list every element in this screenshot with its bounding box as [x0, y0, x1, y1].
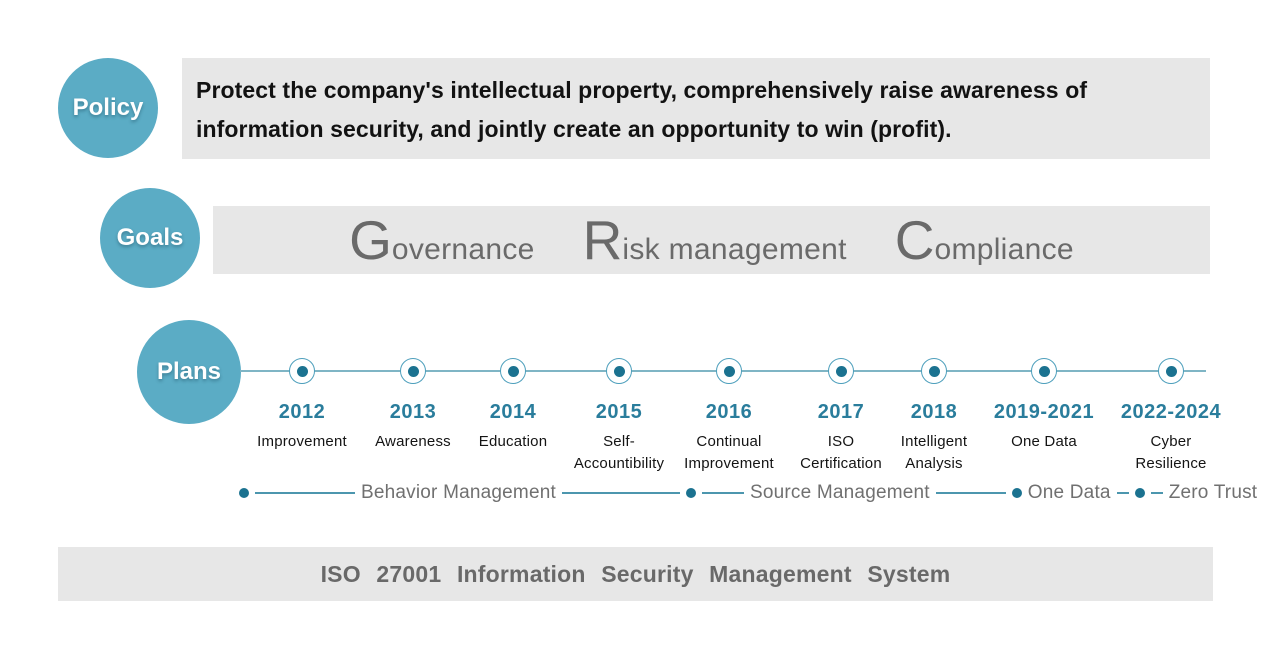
plans-bubble: Plans: [137, 320, 241, 424]
milestone-year: 2019-2021: [993, 401, 1095, 423]
milestone-label: Certification: [800, 455, 882, 472]
milestone: 2013 Awareness: [343, 401, 483, 453]
milestone: 2018 Intelligent Analysis: [864, 401, 1004, 475]
timeline-marker-dot: [507, 365, 519, 377]
goals-bubble-label: Goals: [116, 224, 184, 251]
milestone-label: Awareness: [375, 433, 451, 450]
milestone: 2019-2021 One Data: [974, 401, 1114, 453]
timeline-marker-dot: [928, 365, 940, 377]
milestone-year: 2015: [595, 401, 643, 423]
footer-text: ISO 27001 Information Security Managemen…: [320, 560, 951, 587]
milestone: 2017 ISO Certification: [771, 401, 911, 475]
milestone-label: Analysis: [905, 455, 963, 472]
milestone-label: Improvement: [684, 455, 774, 472]
timeline-marker-ring: [289, 358, 315, 384]
timeline-marker-dot: [1165, 365, 1177, 377]
milestone-label: Resilience: [1135, 455, 1207, 472]
goal-rest-text: overnance: [391, 232, 535, 266]
policy-panel: Protect the company's intellectual prope…: [182, 58, 1210, 159]
timeline-marker-dot: [296, 365, 308, 377]
milestone: 2016 Continual Improvement: [659, 401, 799, 475]
phase-dot: [1011, 488, 1022, 498]
timeline-marker-dot: [613, 365, 625, 377]
goal-rest-text: ompliance: [934, 232, 1074, 266]
goals-bubble: Goals: [100, 188, 200, 288]
timeline-marker-ring: [716, 358, 742, 384]
milestone-label: One Data: [1011, 433, 1077, 450]
policy-statement: Protect the company's intellectual prope…: [196, 77, 1088, 142]
phase-label: Behavior Management: [361, 482, 556, 503]
timeline-marker-dot: [835, 365, 847, 377]
milestone-label: Improvement: [257, 433, 347, 450]
milestone-year: 2013: [389, 401, 437, 423]
milestone-year: 2022-2024: [1120, 401, 1222, 423]
plans-bubble-label: Plans: [156, 358, 222, 385]
timeline-marker-ring: [921, 358, 947, 384]
timeline-marker-dot: [407, 365, 419, 377]
phase-label: One Data: [1027, 482, 1111, 503]
milestone-label: Continual: [696, 433, 762, 450]
timeline-marker-ring: [400, 358, 426, 384]
policy-bubble: Policy: [58, 58, 158, 158]
milestone-year: 2012: [278, 401, 326, 423]
timeline-marker-ring: [1031, 358, 1057, 384]
phases-row: Behavior Management Source Management One …: [239, 481, 1257, 505]
milestone-label: Self-: [603, 433, 635, 450]
milestone-year: 2017: [817, 401, 865, 423]
milestone: 2022-2024 Cyber Resilience: [1101, 401, 1241, 475]
timeline-marker-ring: [606, 358, 632, 384]
phase-connector: [255, 492, 355, 494]
goal-initial-letter: G: [349, 208, 392, 271]
phase-label: Zero Trust: [1168, 482, 1258, 503]
timeline-marker-dot: [1038, 365, 1050, 377]
timeline-marker-ring: [1158, 358, 1184, 384]
milestone-year: 2016: [705, 401, 753, 423]
phase-connector: [701, 492, 744, 494]
phase-connector: [935, 492, 1006, 494]
milestone-label: Education: [478, 433, 548, 450]
goal-initial-letter: R: [582, 208, 623, 271]
milestone-label: ISO: [827, 433, 855, 450]
goal-rest-text: isk management: [622, 232, 847, 266]
phase-label: Source Management: [749, 482, 930, 503]
phase-connector: [1150, 492, 1163, 494]
milestone-year: 2018: [910, 401, 958, 423]
milestone-label: Cyber: [1150, 433, 1192, 450]
timeline-marker-ring: [500, 358, 526, 384]
goal-initial-letter: C: [894, 208, 935, 271]
phase-dot: [1134, 488, 1145, 498]
milestone: 2015 Self- Accountibility: [549, 401, 689, 475]
milestone-year: 2014: [489, 401, 537, 423]
timeline-marker-dot: [723, 365, 735, 377]
footer-bar: ISO 27001 Information Security Managemen…: [58, 547, 1213, 601]
milestone-label: Accountibility: [573, 455, 665, 472]
phase-dot: [685, 488, 696, 498]
milestone-label: Intelligent: [900, 433, 968, 450]
milestone: 2012 Improvement: [232, 401, 372, 453]
policy-bubble-label: Policy: [72, 94, 144, 121]
phase-connector: [561, 492, 680, 494]
phase-connector: [1116, 492, 1129, 494]
phase-dot: [239, 488, 249, 498]
milestone: 2014 Education: [443, 401, 583, 453]
timeline-marker-ring: [828, 358, 854, 384]
